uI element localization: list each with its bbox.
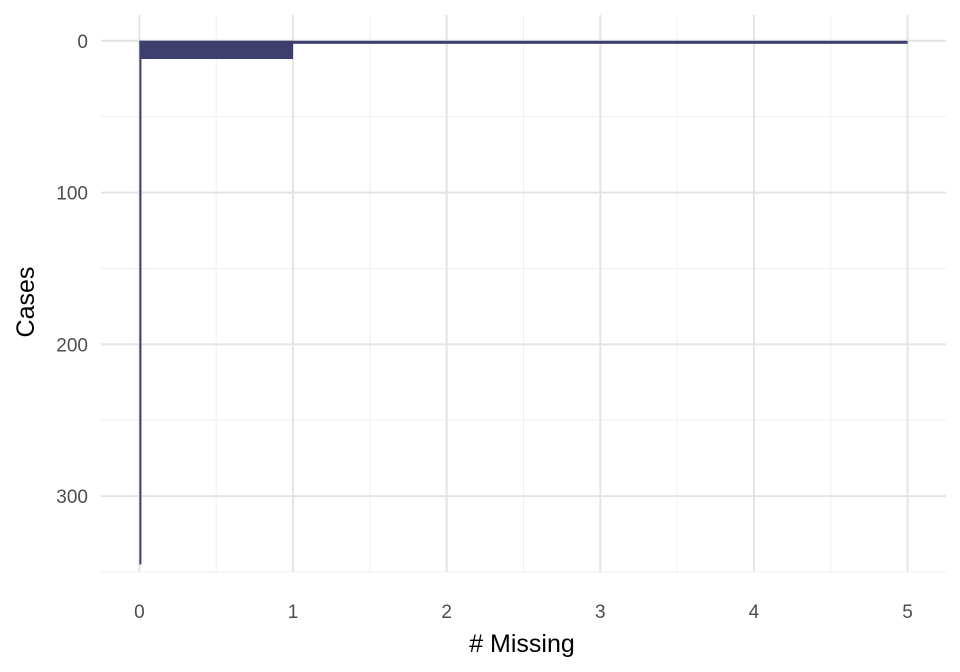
x-axis-title: # Missing [469,630,575,658]
y-tick-label: 0 [77,32,88,53]
y-tick-labels: 0 100 200 300 [56,32,88,508]
y-tick-label: 300 [56,487,88,508]
grid [101,15,946,573]
bar-segment [139,40,294,60]
x-tick-label: 1 [288,602,299,623]
y-axis-title: Cases [12,267,40,338]
bar-segment [139,40,142,565]
bar-segment [139,40,908,44]
x-tick-label: 2 [441,602,452,623]
x-tick-label: 5 [902,602,913,623]
x-tick-labels: 0 1 2 3 4 5 [134,602,913,623]
y-tick-label: 200 [56,335,88,356]
y-tick-label: 100 [56,184,88,205]
x-tick-label: 0 [134,602,145,623]
x-tick-label: 3 [595,602,606,623]
bars [139,40,908,565]
x-tick-label: 4 [749,602,760,623]
